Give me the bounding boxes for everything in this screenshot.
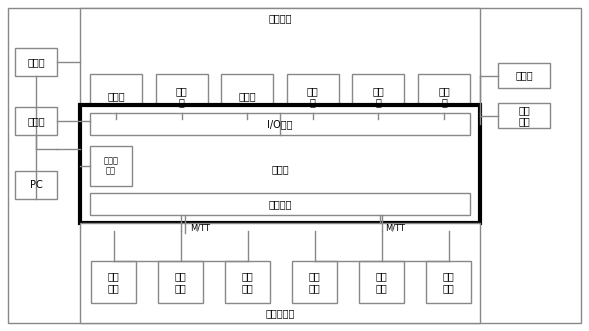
FancyBboxPatch shape xyxy=(498,103,550,128)
FancyBboxPatch shape xyxy=(418,74,470,119)
Text: 机械手设备: 机械手设备 xyxy=(265,308,294,318)
FancyBboxPatch shape xyxy=(80,8,480,131)
Text: 机械
手六: 机械 手六 xyxy=(442,271,454,293)
FancyBboxPatch shape xyxy=(90,146,132,186)
Text: 冲床
二: 冲床 二 xyxy=(307,86,319,107)
Text: 冲压设备: 冲压设备 xyxy=(268,13,292,23)
Text: 上料机: 上料机 xyxy=(107,91,125,102)
Text: 冲床
四: 冲床 四 xyxy=(438,86,450,107)
FancyBboxPatch shape xyxy=(225,261,270,303)
Text: 机械
手一: 机械 手一 xyxy=(108,271,120,293)
Text: 交换机: 交换机 xyxy=(27,116,45,126)
Text: PC: PC xyxy=(29,180,42,190)
FancyBboxPatch shape xyxy=(292,261,337,303)
FancyBboxPatch shape xyxy=(15,107,57,135)
Text: 以太网
接口: 以太网 接口 xyxy=(104,156,118,176)
Text: 机械
手三: 机械 手三 xyxy=(241,271,253,293)
FancyBboxPatch shape xyxy=(221,74,273,119)
FancyBboxPatch shape xyxy=(498,63,550,88)
Text: 指示灯: 指示灯 xyxy=(515,71,533,80)
FancyBboxPatch shape xyxy=(80,223,480,323)
FancyBboxPatch shape xyxy=(91,261,136,303)
Text: 伺服模块: 伺服模块 xyxy=(268,199,292,209)
Text: 冲床
一: 冲床 一 xyxy=(176,86,187,107)
FancyBboxPatch shape xyxy=(15,48,57,76)
FancyBboxPatch shape xyxy=(90,193,470,215)
FancyBboxPatch shape xyxy=(15,171,57,199)
FancyBboxPatch shape xyxy=(359,261,404,303)
Text: 操控
按钮: 操控 按钮 xyxy=(518,105,530,126)
Text: 机械
手五: 机械 手五 xyxy=(376,271,388,293)
Text: M/TT: M/TT xyxy=(190,223,210,232)
FancyBboxPatch shape xyxy=(426,261,471,303)
FancyBboxPatch shape xyxy=(155,74,207,119)
FancyBboxPatch shape xyxy=(158,261,203,303)
FancyBboxPatch shape xyxy=(90,113,470,135)
Text: 机械
手四: 机械 手四 xyxy=(309,271,320,293)
FancyBboxPatch shape xyxy=(80,105,480,223)
Text: 冲床
三: 冲床 三 xyxy=(372,86,384,107)
Text: M/TT: M/TT xyxy=(385,223,405,232)
FancyBboxPatch shape xyxy=(287,74,339,119)
Text: 翻转台: 翻转台 xyxy=(239,91,256,102)
FancyBboxPatch shape xyxy=(8,8,581,323)
Text: 控制器: 控制器 xyxy=(271,164,289,174)
FancyBboxPatch shape xyxy=(90,74,142,119)
Text: 触摸屏: 触摸屏 xyxy=(27,57,45,67)
FancyBboxPatch shape xyxy=(352,74,405,119)
Text: I/O接口: I/O接口 xyxy=(267,119,293,129)
Text: 机械
手二: 机械 手二 xyxy=(174,271,186,293)
